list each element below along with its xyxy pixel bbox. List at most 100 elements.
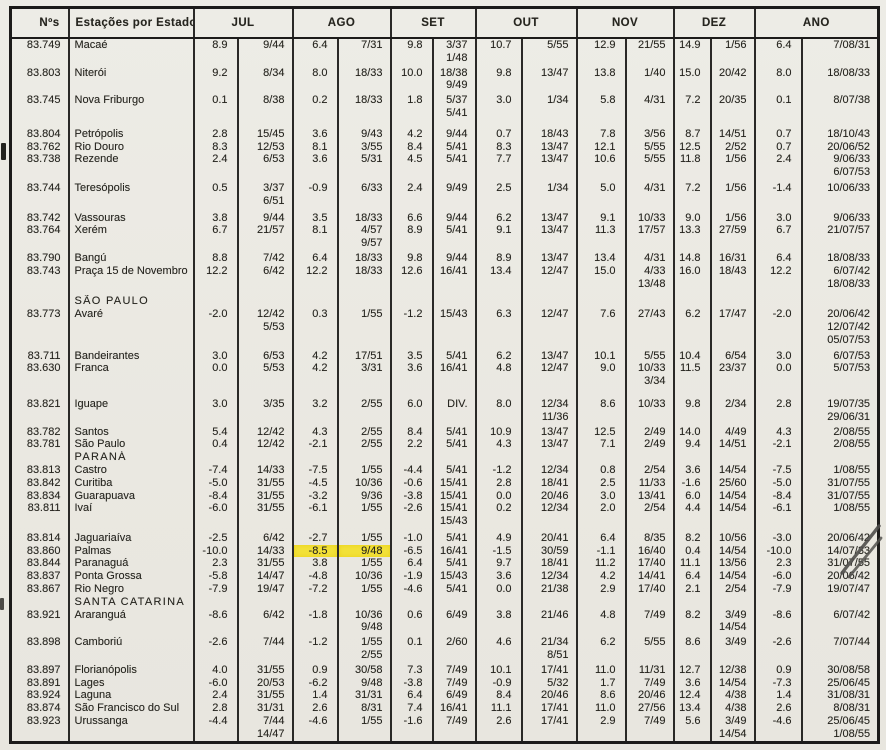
data-cell: 11/33 [624, 476, 674, 490]
data-cell: 6.4 [291, 251, 338, 265]
data-cell [431, 423, 476, 426]
data-cell [192, 595, 238, 609]
data-cell: 14/54 [709, 502, 755, 516]
data-cell: 16/31 [709, 251, 755, 265]
data-cell: 2/49 [624, 438, 674, 452]
data-cell [389, 277, 433, 291]
data-cell [389, 64, 433, 67]
data-cell: 31/31 [336, 689, 391, 703]
data-cell [291, 51, 338, 65]
data-cell: 18/43 [709, 264, 755, 278]
data-cell [520, 106, 577, 120]
data-cell: 6/49 [431, 608, 476, 622]
data-cell [236, 166, 293, 179]
data-cell [474, 194, 522, 208]
data-cell [431, 333, 476, 347]
data-cell [291, 649, 338, 662]
data-cell: 6.4 [291, 38, 338, 52]
station-number: 83.867 [26, 583, 61, 596]
data-cell [624, 119, 674, 128]
data-cell: 30/58 [336, 663, 391, 677]
data-cell [709, 295, 755, 309]
data-cell: 5.6 [672, 715, 711, 728]
station-name: Ponta Grossa [67, 570, 194, 584]
data-cell [474, 527, 522, 532]
data-cell [520, 621, 577, 635]
data-cell: 27/59 [709, 224, 755, 238]
data-cell: 1/55 [336, 463, 391, 477]
data-cell [672, 249, 711, 252]
data-cell [709, 237, 755, 250]
data-cell: 1/40 [624, 66, 674, 80]
data-cell: 9.8 [474, 66, 522, 80]
data-cell [389, 661, 433, 664]
data-cell [291, 166, 338, 179]
data-cell: 7/49 [431, 715, 476, 728]
data-cell: 31/07/55 [800, 489, 879, 503]
data-cell: 7/49 [624, 608, 674, 622]
data-cell: 6.0 [389, 397, 433, 411]
data-cell: 14/07/33 [800, 544, 879, 558]
table-row: 1/48 [11, 51, 879, 65]
station-name: Bangú [67, 251, 194, 265]
data-cell [575, 237, 626, 250]
data-cell: 7/49 [431, 676, 476, 690]
section-row: SÃO PAULO [11, 295, 879, 309]
data-cell: 13/47 [520, 438, 577, 452]
data-cell [291, 207, 338, 212]
data-cell: 14/33 [236, 463, 293, 477]
data-cell: 12.2 [192, 264, 238, 278]
data-cell [624, 387, 674, 398]
data-cell [575, 277, 626, 291]
data-cell [575, 320, 626, 334]
data-cell: 12/07/42 [800, 320, 879, 334]
data-cell: 8.1 [291, 224, 338, 238]
station-number [11, 79, 69, 92]
data-cell [753, 661, 802, 664]
station-name [67, 410, 194, 424]
data-cell: 2/55 [336, 438, 391, 452]
data-cell: 4.3 [291, 425, 338, 439]
data-cell: -1.1 [575, 544, 626, 558]
data-cell [291, 387, 338, 398]
data-cell: 1/48 [431, 51, 476, 65]
data-cell [474, 387, 522, 398]
data-cell [192, 295, 238, 309]
table-row: 6/51 [11, 194, 879, 208]
table-row: 83.743 Praça 15 de Novembro 12.2 6/42 12.2 18… [11, 264, 879, 278]
data-cell [753, 178, 802, 182]
station-number [11, 334, 69, 347]
data-cell [624, 595, 674, 609]
data-cell: 2.4 [192, 153, 238, 167]
data-cell: 0.7 [753, 127, 802, 141]
data-cell: 11.0 [575, 702, 626, 716]
data-cell [389, 295, 433, 309]
station-name [67, 290, 194, 296]
data-cell [291, 290, 338, 296]
data-cell [389, 166, 433, 179]
data-cell: -0.9 [474, 676, 522, 690]
data-cell [474, 207, 522, 212]
data-cell [709, 106, 755, 120]
station-number: 83.891 [26, 676, 61, 689]
data-cell: 8/51 [520, 649, 577, 662]
data-cell: 18/41 [520, 476, 577, 490]
data-cell [520, 333, 577, 347]
data-cell [291, 237, 338, 250]
data-cell: 5/07/53 [800, 362, 879, 376]
data-cell [336, 410, 391, 424]
data-cell: 20/46 [520, 689, 577, 703]
data-cell [709, 527, 755, 532]
data-cell: DIV. [431, 397, 476, 411]
data-cell [753, 207, 802, 212]
data-cell [709, 249, 755, 252]
data-cell [520, 51, 577, 65]
station-number: 83.860 [26, 544, 61, 557]
data-cell: 14.9 [672, 38, 711, 52]
data-cell [800, 295, 879, 309]
data-cell [753, 119, 802, 128]
data-cell: -1.5 [474, 544, 522, 558]
data-cell: 6/07/53 [800, 349, 879, 363]
data-cell: 5/41 [431, 106, 476, 120]
data-cell: 9.8 [389, 38, 433, 52]
